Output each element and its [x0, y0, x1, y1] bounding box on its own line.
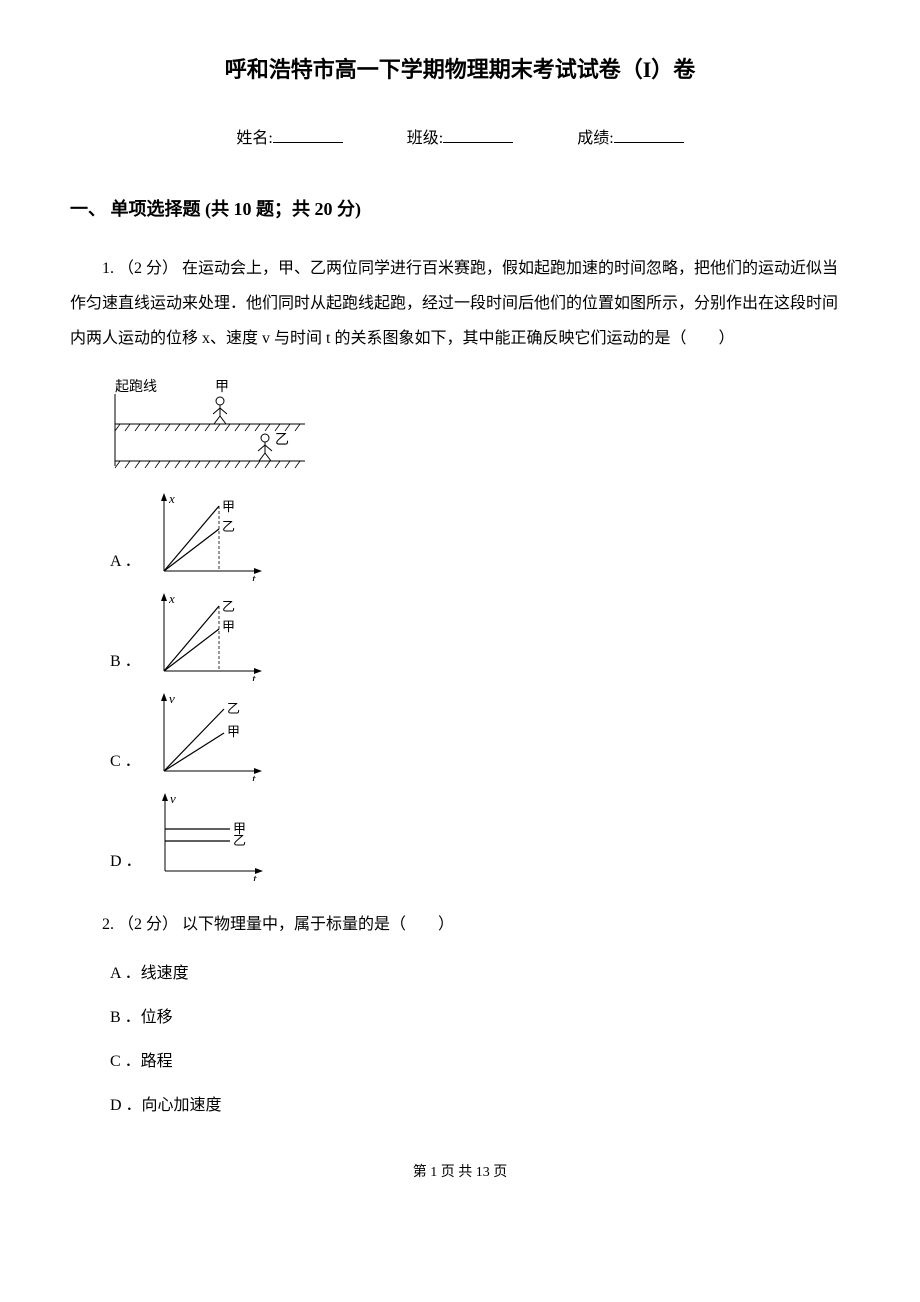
class-label: 班级:	[407, 130, 443, 147]
person1-label: 甲	[215, 380, 229, 395]
person2-arm-l	[258, 445, 265, 451]
svg-text:t: t	[252, 671, 256, 681]
q1-option-c-graph: v t 乙 甲	[149, 691, 269, 781]
name-label: 姓名:	[236, 130, 272, 147]
q2-points: （2 分）	[118, 916, 178, 933]
q2-option-a: A ．线速度	[110, 960, 850, 989]
person1-head	[216, 397, 224, 405]
person2-leg-l	[259, 453, 265, 461]
q1-option-d-graph: v t 甲 乙	[150, 791, 270, 881]
track1-hatch	[115, 424, 300, 431]
person2-label: 乙	[275, 432, 289, 448]
scenario-svg: 起跑线 甲	[110, 376, 310, 476]
class-field: 班级:	[407, 125, 513, 154]
q1-number: 1.	[102, 260, 114, 277]
person2-arm-r	[265, 445, 272, 451]
name-underline	[273, 125, 343, 143]
svg-text:v: v	[170, 791, 176, 806]
class-underline	[443, 125, 513, 143]
q1-text: 1. （2 分） 在运动会上，甲、乙两位同学进行百米赛跑，假如起跑加速的时间忽略…	[70, 260, 838, 347]
q1-option-d: D ． v t 甲 乙	[110, 791, 850, 881]
q1-option-a: A ． x t 甲 乙	[110, 491, 850, 581]
exam-title: 呼和浩特市高一下学期物理期末考试试卷（I）卷	[70, 50, 850, 90]
q1-option-b-graph: x t 乙 甲	[149, 591, 269, 681]
page-footer: 第 1 页 共 13 页	[70, 1160, 850, 1185]
person1-leg-l	[214, 416, 220, 424]
q1-option-a-label: A ．	[110, 548, 141, 582]
q2-option-d: D ．向心加速度	[110, 1092, 850, 1121]
start-line-label: 起跑线	[115, 379, 157, 395]
svg-text:t: t	[253, 871, 257, 881]
question-1: 1. （2 分） 在运动会上，甲、乙两位同学进行百米赛跑，假如起跑加速的时间忽略…	[70, 251, 850, 357]
score-field: 成绩:	[577, 125, 683, 154]
svg-text:x: x	[168, 491, 175, 506]
q1-body: 在运动会上，甲、乙两位同学进行百米赛跑，假如起跑加速的时间忽略，把他们的运动近似…	[70, 260, 838, 347]
q1-option-b-label: B ．	[110, 648, 141, 682]
q1-points: （2 分）	[118, 260, 178, 277]
q1-option-a-graph: x t 甲 乙	[149, 491, 269, 581]
svg-text:v: v	[169, 691, 175, 706]
question-2: 2. （2 分） 以下物理量中，属于标量的是（ ）	[70, 911, 850, 940]
svg-text:乙: 乙	[233, 833, 246, 848]
q1-option-b: B ． x t 乙 甲	[110, 591, 850, 681]
svg-text:乙: 乙	[222, 599, 235, 614]
section-1-header: 一、 单项选择题 (共 10 题；共 20 分)	[70, 193, 850, 225]
q1-scenario-diagram: 起跑线 甲	[110, 376, 850, 476]
info-row: 姓名: 班级: 成绩:	[70, 125, 850, 154]
svg-text:t: t	[252, 571, 256, 581]
svg-text:乙: 乙	[222, 519, 235, 534]
svg-text:t: t	[252, 771, 256, 781]
score-underline	[614, 125, 684, 143]
svg-text:乙: 乙	[227, 701, 240, 716]
name-field: 姓名:	[236, 125, 342, 154]
person2-head	[261, 434, 269, 442]
q2-option-c: C ．路程	[110, 1048, 850, 1077]
svg-text:甲: 甲	[222, 499, 235, 514]
track2-hatch	[115, 461, 300, 468]
svg-text:甲: 甲	[222, 619, 235, 634]
person1-arm-r	[220, 408, 227, 414]
q1-option-d-label: D ．	[110, 848, 142, 882]
svg-text:甲: 甲	[227, 724, 240, 739]
q1-option-c-label: C ．	[110, 748, 141, 782]
q2-option-b: B ．位移	[110, 1004, 850, 1033]
q2-body: 以下物理量中，属于标量的是（ ）	[182, 916, 454, 933]
q2-number: 2.	[102, 916, 114, 933]
score-label: 成绩:	[577, 130, 613, 147]
q1-option-c: C ． v t 乙 甲	[110, 691, 850, 781]
svg-text:x: x	[168, 591, 175, 606]
person1-arm-l	[213, 408, 220, 414]
person1-leg-r	[220, 416, 226, 424]
person2-leg-r	[265, 453, 271, 461]
